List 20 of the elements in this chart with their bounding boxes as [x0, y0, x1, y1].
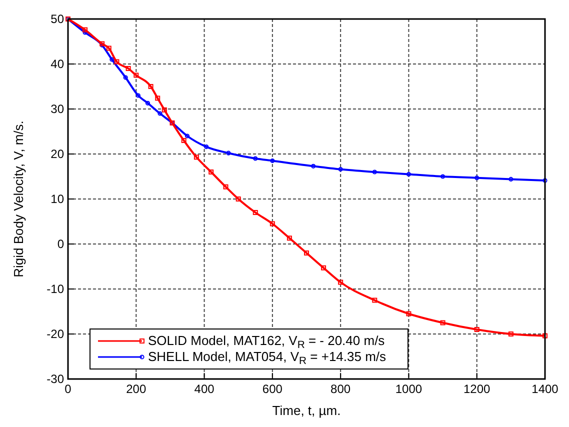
y-tick-label: -20 — [46, 327, 64, 341]
y-tick-label: 20 — [50, 147, 64, 161]
x-tick-label: 600 — [262, 382, 283, 396]
x-tick-label: 400 — [194, 382, 215, 396]
y-tick-label: 50 — [50, 12, 64, 26]
y-tick-label: 40 — [50, 57, 64, 71]
x-tick-label: 800 — [330, 382, 351, 396]
x-tick-label: 1400 — [532, 382, 559, 396]
y-tick-label: -30 — [46, 372, 64, 386]
x-tick-label: 200 — [126, 382, 146, 396]
legend-label: SHELL Model, MAT054, V$_{R}$ = +14.35 m/s — [148, 349, 387, 367]
x-axis-title: Time, t, µm. — [272, 403, 341, 418]
legend-label: SOLID Model, MAT162, V$_{R}$ = - 20.40 m/s — [148, 333, 386, 351]
x-tick-label: 1200 — [464, 382, 491, 396]
y-tick-label: 0 — [57, 237, 64, 251]
y-axis-title: Rigid Body Velocity, V, m/s. — [11, 120, 26, 278]
y-tick-label: -10 — [46, 282, 64, 296]
x-tick-label: 1000 — [395, 382, 422, 396]
y-tick-label: 30 — [50, 102, 64, 116]
y-tick-label: 10 — [50, 192, 64, 206]
